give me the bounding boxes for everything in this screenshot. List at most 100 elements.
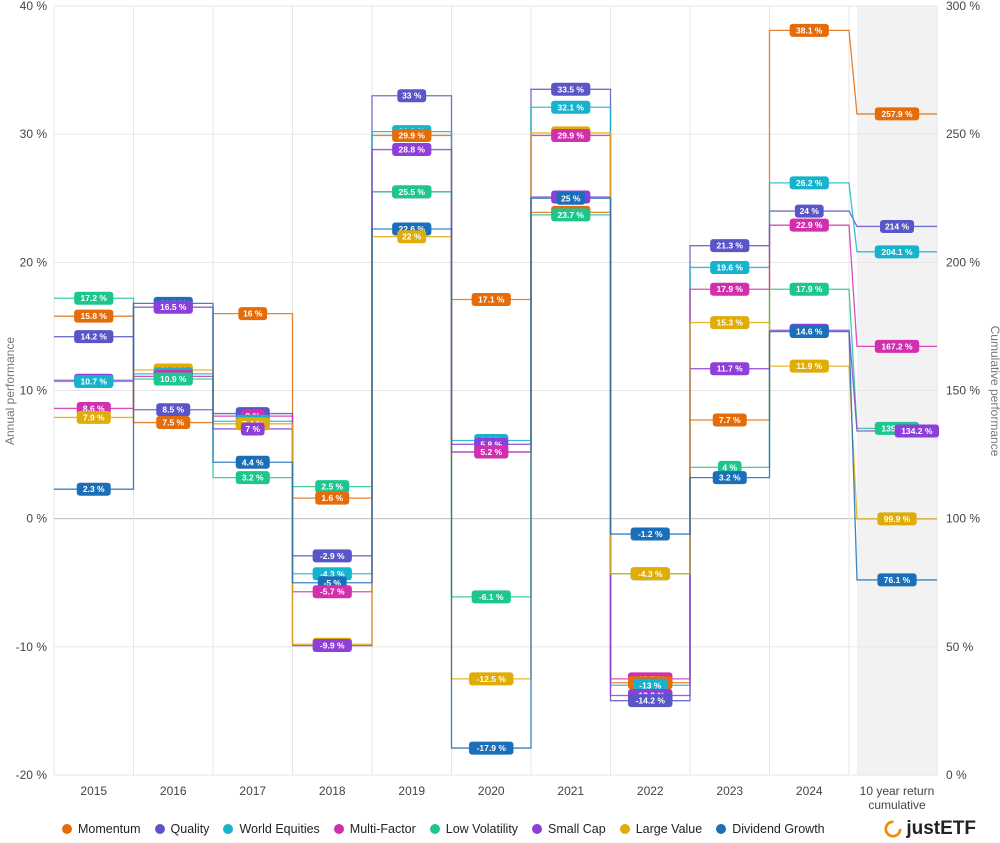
data-label-small-cap: 28.8 %	[392, 143, 432, 157]
data-label-dividend-growth: 2.3 %	[76, 482, 111, 496]
data-label-small-cap: 16.5 %	[153, 300, 193, 314]
data-label-momentum-text: 16 %	[243, 309, 263, 319]
data-label-large-value: -12.5 %	[469, 672, 514, 686]
data-label-quality-text: -2.9 %	[320, 551, 345, 561]
legend-dot-icon	[333, 824, 344, 834]
data-label-low-volatility: 17.2 %	[74, 291, 114, 305]
data-label-quality-bg	[156, 403, 191, 417]
data-label-large-value-bg	[397, 230, 427, 244]
data-label-multi-factor: 17.9 %	[710, 282, 750, 296]
data-label-quality-text: 8.5 %	[162, 405, 184, 415]
data-label-quality-text: 33 %	[402, 91, 422, 101]
legend-dot-icon	[532, 824, 543, 834]
data-label-world-equities-bg	[74, 375, 114, 389]
legend-item-world-equities[interactable]: World Equities	[223, 822, 320, 836]
data-label-quality: 33.5 %	[551, 82, 591, 96]
data-label-small-cap: 11.7 %	[710, 362, 750, 376]
cumulative-label-quality: 214 %	[880, 219, 914, 233]
legend-item-large-value[interactable]: Large Value	[619, 822, 702, 836]
data-label-quality-bg	[397, 89, 427, 103]
data-label-dividend-growth-text: -5 %	[324, 578, 342, 588]
legend-item-quality[interactable]: Quality	[154, 822, 210, 836]
y-axis-ticks: 40 % 30 % 20 % 10 % 0 % -10 % -20 %	[16, 0, 48, 782]
cumulative-label-large-value: 99.9 %	[877, 512, 917, 526]
data-label-large-value-text: -4.3 %	[638, 569, 663, 579]
data-label-momentum: 1.6 %	[315, 491, 350, 505]
data-label-low-volatility: 3.2 %	[235, 471, 270, 485]
data-label-small-cap-text: 16.5 %	[160, 302, 187, 312]
data-label-low-volatility: 4 %	[717, 460, 742, 474]
x-tick-label: 2015	[80, 784, 107, 798]
x-tick-label: 2024	[796, 784, 823, 798]
data-label-low-volatility-bg	[315, 480, 350, 494]
data-label-momentum-text: 7.7 %	[719, 415, 741, 425]
data-label-multi-factor-text: 5.2 %	[480, 447, 502, 457]
data-label-multi-factor-text: 8.6 %	[83, 403, 105, 413]
data-label-dividend-growth-text: -17.9 %	[477, 743, 507, 753]
data-label-dividend-growth-text: 25 %	[561, 193, 581, 203]
data-label-world-equities-bg	[710, 260, 750, 274]
cumulative-label-small-cap-text: 134.2 %	[901, 426, 933, 436]
data-label-world-equities: 26.2 %	[789, 176, 829, 190]
legend-item-dividend-growth[interactable]: Dividend Growth	[716, 822, 825, 836]
y-tick-label: 0 %	[26, 512, 47, 526]
y2-tick-label: 250 %	[946, 127, 980, 141]
legend-dot-icon	[62, 824, 72, 834]
legend-item-small-cap[interactable]: Small Cap	[532, 822, 606, 836]
data-label-multi-factor: 5.2 %	[474, 445, 509, 459]
data-label-momentum: 7.5 %	[156, 416, 191, 430]
y2-tick-label: 300 %	[946, 0, 980, 13]
legend-item-momentum[interactable]: Momentum	[62, 822, 141, 836]
cumulative-label-multi-factor-text: 167.2 %	[881, 341, 913, 351]
data-label-dividend-growth: -17.9 %	[469, 741, 514, 755]
data-label-dividend-growth-text: 2.3 %	[83, 484, 105, 494]
data-label-momentum-bg	[392, 128, 432, 142]
cumulative-label-large-value-text: 99.9 %	[884, 514, 911, 524]
cumulative-label-dividend-growth-text: 76.1 %	[884, 575, 911, 585]
data-label-momentum: 38.1 %	[789, 23, 829, 37]
data-label-low-volatility-text: 2.5 %	[321, 482, 343, 492]
data-label-world-equities-bg	[633, 678, 668, 692]
data-label-world-equities-text: 10.7 %	[81, 377, 108, 387]
data-label-dividend-growth-bg	[76, 482, 111, 496]
legend-label: Multi-Factor	[349, 822, 416, 836]
x-tick-label-cumulative: 10 year return	[860, 784, 935, 798]
x-tick-label: 2021	[557, 784, 584, 798]
data-label-dividend-growth-text: 22.6 %	[399, 224, 426, 234]
data-label-momentum-bg	[712, 413, 747, 427]
x-tick-label: 2019	[398, 784, 425, 798]
legend-label: Quality	[170, 822, 210, 836]
data-label-world-equities: -13 %	[633, 678, 668, 692]
data-label-low-volatility-bg	[551, 208, 591, 222]
legend-item-multi-factor[interactable]: Multi-Factor	[333, 822, 416, 836]
data-label-multi-factor-bg	[551, 128, 591, 142]
data-label-low-volatility-text: 17.2 %	[81, 293, 108, 303]
y-tick-label: 40 %	[20, 0, 48, 13]
data-label-quality-text: 14.2 %	[81, 332, 108, 342]
y-tick-label: -10 %	[16, 640, 48, 654]
cumulative-label-multi-factor-bg	[874, 339, 920, 353]
cumulative-label-quality-text: 214 %	[885, 221, 910, 231]
series-labels: 17.2 %15.8 %14.2 %10.8 %10.7 %8.6 %7.9 %…	[74, 23, 939, 755]
data-label-momentum-bg	[315, 491, 350, 505]
y2-tick-label: 0 %	[946, 768, 967, 782]
legend-item-low-volatility[interactable]: Low Volatility	[429, 822, 518, 836]
data-label-low-volatility-text: 10.9 %	[160, 374, 187, 384]
y2-tick-label: 150 %	[946, 384, 980, 398]
data-label-multi-factor-text: 22.9 %	[796, 220, 823, 230]
data-label-quality-text: 21.3 %	[717, 241, 744, 251]
cumulative-label-dividend-growth-bg	[877, 573, 917, 587]
data-label-world-equities: 10.7 %	[74, 375, 114, 389]
data-label-large-value: 7.9 %	[76, 410, 111, 424]
y-tick-label: 10 %	[20, 384, 48, 398]
cumulative-label-world-equities-bg	[874, 245, 920, 259]
data-label-momentum-text: 1.6 %	[321, 493, 343, 503]
series-line-momentum	[54, 29, 937, 684]
y-tick-label: 30 %	[20, 127, 48, 141]
data-label-momentum-text: 38.1 %	[796, 25, 823, 35]
legend-label: Momentum	[78, 822, 141, 836]
data-label-quality-text: -14.2 %	[636, 696, 666, 706]
brand-name: justETF	[906, 818, 976, 839]
data-label-quality: -2.9 %	[312, 549, 352, 563]
